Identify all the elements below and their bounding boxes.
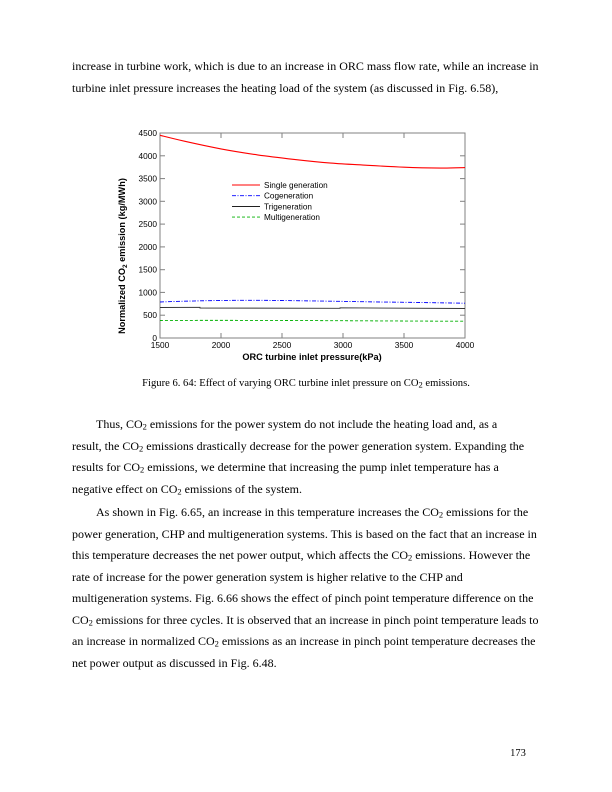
svg-text:3000: 3000	[139, 196, 158, 206]
svg-text:1500: 1500	[139, 265, 158, 275]
svg-text:ORC turbine inlet pressure(kPa: ORC turbine inlet pressure(kPa)	[242, 352, 381, 362]
svg-text:Single generation: Single generation	[264, 181, 328, 190]
svg-text:3500: 3500	[395, 340, 414, 350]
svg-text:1500: 1500	[151, 340, 170, 350]
svg-text:Multigeneration: Multigeneration	[264, 213, 320, 222]
svg-text:2500: 2500	[273, 340, 292, 350]
svg-text:Cogeneration: Cogeneration	[264, 192, 314, 201]
svg-text:3500: 3500	[139, 174, 158, 184]
svg-text:2000: 2000	[139, 242, 158, 252]
svg-text:500: 500	[143, 310, 157, 320]
svg-text:2000: 2000	[212, 340, 231, 350]
svg-text:2500: 2500	[139, 219, 158, 229]
svg-text:Trigeneration: Trigeneration	[264, 202, 312, 211]
svg-text:1000: 1000	[139, 287, 158, 297]
svg-text:4500: 4500	[139, 128, 158, 138]
svg-text:4000: 4000	[139, 151, 158, 161]
svg-text:4000: 4000	[456, 340, 475, 350]
svg-text:3000: 3000	[334, 340, 353, 350]
